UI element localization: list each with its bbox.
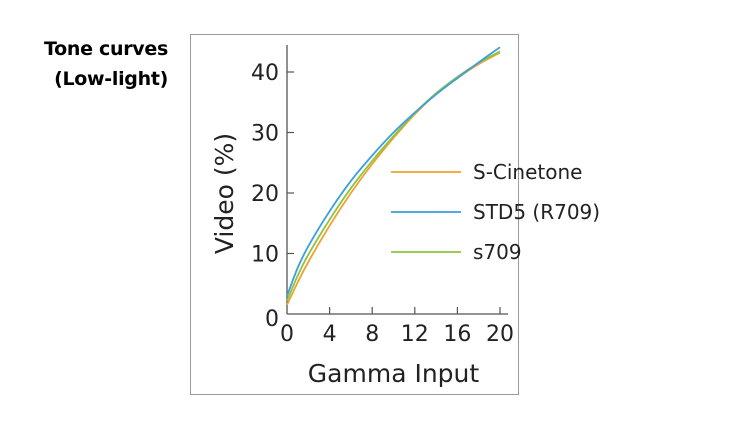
x-tick-label: 8 [365,322,379,347]
legend-item: S-Cinetone [391,160,582,184]
series-line-s-cinetone [286,51,501,306]
x-tick-label: 16 [443,322,471,347]
chart-title-line-1: Tone curves [44,38,168,60]
legend-item: s709 [391,240,522,264]
x-ticks: 0 4 8 12 16 20 [280,307,514,347]
x-tick-label: 20 [486,322,514,347]
legend-label: STD5 (R709) [473,200,600,224]
series-lines [286,46,501,306]
x-axis-label: Gamma Input [308,359,480,388]
legend-label: s709 [473,240,522,264]
x-tick-label: 4 [323,322,337,347]
x-tick-label: 12 [401,322,429,347]
series-line-s709 [286,50,501,302]
series-line-std5-r709 [286,46,501,297]
legend-label: S-Cinetone [473,160,582,184]
axes [286,45,508,315]
chart-title-line-2: (Low-light) [54,68,168,90]
y-tick-label: 0 [265,307,279,332]
chart-title: Tone curves (Low-light) [44,34,168,94]
y-tick-label: 40 [251,61,279,86]
legend-item: STD5 (R709) [391,200,600,224]
y-tick-label: 30 [251,122,279,147]
y-axis-label: Video (%) [210,133,239,254]
legend: S-Cinetone STD5 (R709) s709 [391,160,600,264]
x-tick-label: 0 [280,322,294,347]
y-tick-label: 10 [251,243,279,268]
chart-frame [190,34,519,395]
y-tick-label: 20 [251,182,279,207]
y-ticks: 0 10 20 30 40 [251,61,294,332]
